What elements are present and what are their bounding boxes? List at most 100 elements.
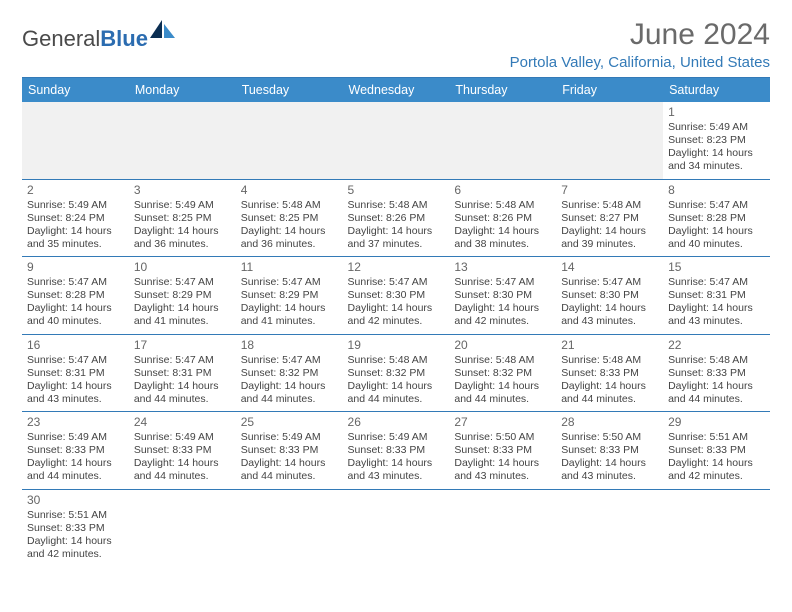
day-detail-line: Daylight: 14 hours bbox=[27, 457, 124, 470]
day-detail-line: Sunrise: 5:47 AM bbox=[561, 276, 658, 289]
calendar-day-cell: 21Sunrise: 5:48 AMSunset: 8:33 PMDayligh… bbox=[556, 334, 663, 412]
day-detail-line: and 44 minutes. bbox=[561, 393, 658, 406]
day-number: 21 bbox=[561, 338, 658, 353]
day-number: 22 bbox=[668, 338, 765, 353]
day-detail-line: and 44 minutes. bbox=[241, 470, 338, 483]
calendar-day-cell: 13Sunrise: 5:47 AMSunset: 8:30 PMDayligh… bbox=[449, 257, 556, 335]
day-detail-line: Sunrise: 5:48 AM bbox=[348, 199, 445, 212]
calendar-day-cell: 7Sunrise: 5:48 AMSunset: 8:27 PMDaylight… bbox=[556, 179, 663, 257]
day-detail-line: Daylight: 14 hours bbox=[27, 302, 124, 315]
day-detail-line: Sunset: 8:33 PM bbox=[668, 444, 765, 457]
day-detail-line: Sunset: 8:29 PM bbox=[134, 289, 231, 302]
day-detail-line: and 39 minutes. bbox=[561, 238, 658, 251]
day-detail-line: Sunset: 8:33 PM bbox=[27, 444, 124, 457]
day-detail-line: and 36 minutes. bbox=[241, 238, 338, 251]
calendar-day-cell: 25Sunrise: 5:49 AMSunset: 8:33 PMDayligh… bbox=[236, 412, 343, 490]
calendar-day-cell bbox=[129, 102, 236, 179]
day-number: 10 bbox=[134, 260, 231, 275]
calendar-day-cell: 12Sunrise: 5:47 AMSunset: 8:30 PMDayligh… bbox=[343, 257, 450, 335]
day-detail-line: Sunset: 8:27 PM bbox=[561, 212, 658, 225]
day-detail-line: Sunset: 8:33 PM bbox=[454, 444, 551, 457]
day-detail-line: and 38 minutes. bbox=[454, 238, 551, 251]
day-detail-line: and 44 minutes. bbox=[27, 470, 124, 483]
day-detail-line: Daylight: 14 hours bbox=[134, 225, 231, 238]
day-detail-line: Sunrise: 5:47 AM bbox=[454, 276, 551, 289]
calendar-day-cell: 6Sunrise: 5:48 AMSunset: 8:26 PMDaylight… bbox=[449, 179, 556, 257]
day-detail-line: and 44 minutes. bbox=[241, 393, 338, 406]
brand-part2: Blue bbox=[100, 26, 148, 51]
brand-logo: GeneralBlue bbox=[22, 26, 176, 52]
calendar-day-cell bbox=[343, 102, 450, 179]
day-detail-line: Sunrise: 5:48 AM bbox=[561, 354, 658, 367]
day-detail-line: and 43 minutes. bbox=[561, 470, 658, 483]
day-detail-line: Sunrise: 5:47 AM bbox=[348, 276, 445, 289]
day-detail-line: Daylight: 14 hours bbox=[134, 380, 231, 393]
day-number: 24 bbox=[134, 415, 231, 430]
day-detail-line: Sunrise: 5:47 AM bbox=[134, 354, 231, 367]
calendar-day-cell: 27Sunrise: 5:50 AMSunset: 8:33 PMDayligh… bbox=[449, 412, 556, 490]
day-detail-line: Daylight: 14 hours bbox=[454, 225, 551, 238]
day-detail-line: Sunset: 8:33 PM bbox=[134, 444, 231, 457]
day-number: 4 bbox=[241, 183, 338, 198]
calendar-day-cell bbox=[556, 102, 663, 179]
day-detail-line: and 44 minutes. bbox=[348, 393, 445, 406]
day-detail-line: Daylight: 14 hours bbox=[348, 457, 445, 470]
day-number: 20 bbox=[454, 338, 551, 353]
day-detail-line: and 44 minutes. bbox=[454, 393, 551, 406]
weekday-header: Friday bbox=[556, 78, 663, 102]
day-detail-line: and 40 minutes. bbox=[668, 238, 765, 251]
day-detail-line: and 43 minutes. bbox=[27, 393, 124, 406]
day-detail-line: Sunrise: 5:49 AM bbox=[27, 199, 124, 212]
day-number: 29 bbox=[668, 415, 765, 430]
day-detail-line: Sunrise: 5:50 AM bbox=[454, 431, 551, 444]
day-number: 7 bbox=[561, 183, 658, 198]
day-detail-line: Sunset: 8:28 PM bbox=[668, 212, 765, 225]
day-detail-line: Sunset: 8:33 PM bbox=[27, 522, 124, 535]
day-detail-line: Sunset: 8:33 PM bbox=[241, 444, 338, 457]
day-number: 8 bbox=[668, 183, 765, 198]
calendar-week-row: 30Sunrise: 5:51 AMSunset: 8:33 PMDayligh… bbox=[22, 489, 770, 566]
day-number: 9 bbox=[27, 260, 124, 275]
day-detail-line: Sunrise: 5:50 AM bbox=[561, 431, 658, 444]
day-detail-line: Sunrise: 5:51 AM bbox=[668, 431, 765, 444]
calendar-day-cell: 10Sunrise: 5:47 AMSunset: 8:29 PMDayligh… bbox=[129, 257, 236, 335]
weekday-header: Wednesday bbox=[343, 78, 450, 102]
day-detail-line: Sunrise: 5:48 AM bbox=[454, 199, 551, 212]
brand-part1: General bbox=[22, 26, 100, 51]
day-detail-line: Sunrise: 5:49 AM bbox=[134, 199, 231, 212]
day-detail-line: Sunrise: 5:49 AM bbox=[27, 431, 124, 444]
day-detail-line: Sunset: 8:32 PM bbox=[241, 367, 338, 380]
month-title: June 2024 bbox=[510, 18, 770, 52]
day-detail-line: Sunset: 8:33 PM bbox=[348, 444, 445, 457]
header: GeneralBlue June 2024 Portola Valley, Ca… bbox=[22, 18, 770, 71]
day-detail-line: Daylight: 14 hours bbox=[668, 147, 765, 160]
calendar-day-cell: 8Sunrise: 5:47 AMSunset: 8:28 PMDaylight… bbox=[663, 179, 770, 257]
calendar-day-cell: 19Sunrise: 5:48 AMSunset: 8:32 PMDayligh… bbox=[343, 334, 450, 412]
day-detail-line: Sunset: 8:30 PM bbox=[348, 289, 445, 302]
day-detail-line: Daylight: 14 hours bbox=[668, 457, 765, 470]
day-detail-line: Sunset: 8:32 PM bbox=[454, 367, 551, 380]
day-detail-line: and 43 minutes. bbox=[561, 315, 658, 328]
day-detail-line: Daylight: 14 hours bbox=[348, 302, 445, 315]
day-number: 11 bbox=[241, 260, 338, 275]
day-detail-line: Sunrise: 5:47 AM bbox=[27, 354, 124, 367]
day-detail-line: Sunset: 8:25 PM bbox=[241, 212, 338, 225]
day-detail-line: Daylight: 14 hours bbox=[348, 380, 445, 393]
day-number: 15 bbox=[668, 260, 765, 275]
sail-icon bbox=[150, 20, 176, 45]
calendar-day-cell: 22Sunrise: 5:48 AMSunset: 8:33 PMDayligh… bbox=[663, 334, 770, 412]
day-detail-line: and 42 minutes. bbox=[454, 315, 551, 328]
day-detail-line: and 44 minutes. bbox=[668, 393, 765, 406]
calendar-day-cell: 30Sunrise: 5:51 AMSunset: 8:33 PMDayligh… bbox=[22, 489, 129, 566]
day-detail-line: Daylight: 14 hours bbox=[454, 302, 551, 315]
calendar-day-cell: 11Sunrise: 5:47 AMSunset: 8:29 PMDayligh… bbox=[236, 257, 343, 335]
day-detail-line: Sunrise: 5:48 AM bbox=[348, 354, 445, 367]
day-detail-line: and 44 minutes. bbox=[134, 470, 231, 483]
day-number: 19 bbox=[348, 338, 445, 353]
day-detail-line: and 41 minutes. bbox=[241, 315, 338, 328]
day-detail-line: Sunset: 8:31 PM bbox=[134, 367, 231, 380]
calendar-day-cell bbox=[556, 489, 663, 566]
day-detail-line: and 44 minutes. bbox=[134, 393, 231, 406]
calendar-day-cell: 26Sunrise: 5:49 AMSunset: 8:33 PMDayligh… bbox=[343, 412, 450, 490]
day-detail-line: and 43 minutes. bbox=[454, 470, 551, 483]
